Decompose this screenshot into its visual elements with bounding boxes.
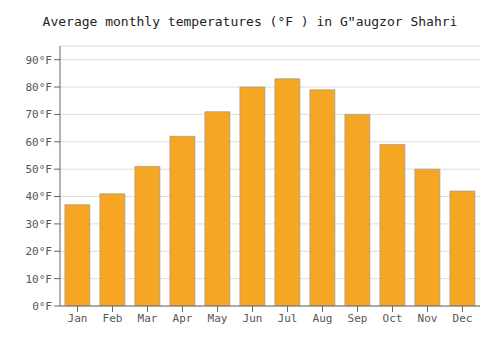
svg-text:60°F: 60°F [26,136,53,149]
svg-text:10°F: 10°F [26,273,53,286]
svg-text:50°F: 50°F [26,163,53,176]
svg-text:Mar: Mar [138,312,158,325]
svg-text:May: May [208,312,228,325]
svg-text:Oct: Oct [383,312,403,325]
svg-text:Jun: Jun [243,312,263,325]
svg-text:20°F: 20°F [26,245,53,258]
html-text:Average monthly temperatures (: Average monthly temperatures (°F ) in Gʺ… [42,14,458,29]
svg-text:Apr: Apr [173,312,193,325]
svg-text:Dec: Dec [453,312,473,325]
svg-text:0°F: 0°F [32,300,52,313]
svg-text:Jul: Jul [278,312,298,325]
svg-text:40°F: 40°F [26,190,53,203]
svg-text:90°F: 90°F [26,54,53,67]
svg-text:Sep: Sep [348,312,368,325]
svg-text:Aug: Aug [313,312,333,325]
svg-text:80°F: 80°F [26,81,53,94]
svg-text:Nov: Nov [418,312,438,325]
svg-text:Feb: Feb [103,312,123,325]
svg-text:Jan: Jan [68,312,88,325]
svg-text:70°F: 70°F [26,108,53,121]
svg-text:30°F: 30°F [26,218,53,231]
